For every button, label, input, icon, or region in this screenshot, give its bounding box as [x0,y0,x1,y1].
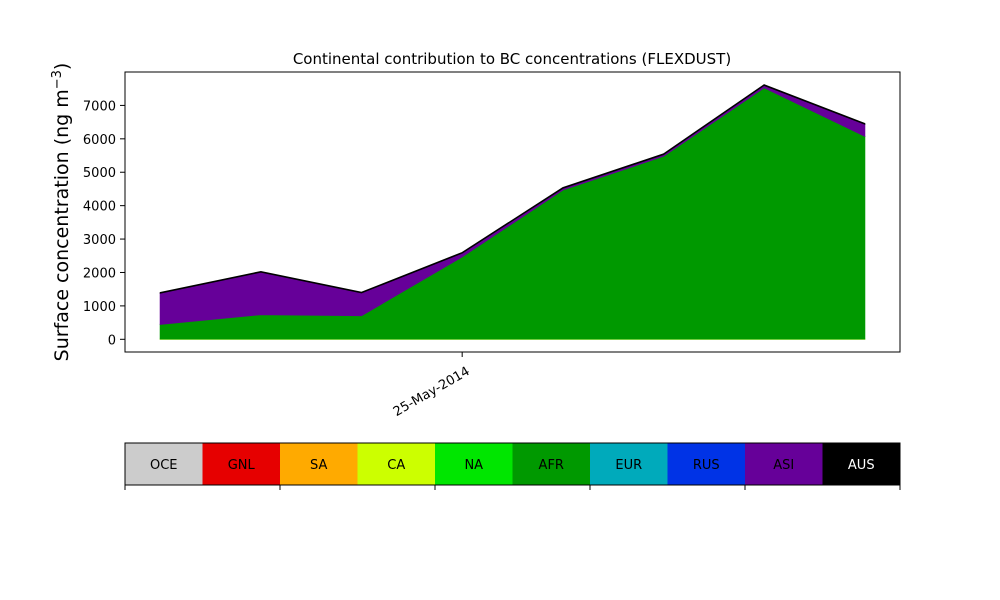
legend-swatch-gnl [202,443,281,485]
legend-label-sa: SA [310,458,327,473]
legend-swatch-ca [357,443,436,485]
area-layers [159,84,866,340]
y-tick-label: 5000 [83,166,116,181]
y-tick-label: 6000 [83,133,116,148]
y-axis-label: Surface concentration (ng m−3) [50,63,74,362]
legend-swatch-rus [667,443,746,485]
legend-label-afr: AFR [539,458,564,473]
legend-label-gnl: GNL [228,458,256,473]
legend-swatch-sa [280,443,358,485]
legend-swatch-oce [125,443,203,485]
legend-label-na: NA [464,458,483,473]
legend-label-ca: CA [387,458,405,473]
y-tick-label: 3000 [83,233,116,248]
legend-swatch-asi [745,443,823,485]
y-tick-label: 7000 [83,99,116,114]
chart-title: Continental contribution to BC concentra… [293,50,731,68]
x-tick-label: 25-May-2014 [391,364,473,420]
legend-swatch-aus [822,443,901,485]
plot-frame [124,71,901,353]
y-tick-label: 2000 [83,266,116,281]
legend-label-eur: EUR [615,458,642,473]
legend-swatch-afr [512,443,591,485]
legend-label-asi: ASI [773,458,794,473]
colorbar-legend: OCE GNL SA CA NA AFR EUR RUS ASI AUS [124,442,901,490]
area-aus [159,84,866,294]
legend-label-aus: AUS [848,458,875,473]
y-axis: 0 1000 2000 3000 4000 5000 6000 7000 [83,99,125,348]
y-tick-label: 0 [108,333,116,348]
y-tick-label: 4000 [83,200,116,215]
legend-frame [124,442,901,486]
legend-label-oce: OCE [150,458,178,473]
legend-swatch-na [435,443,513,485]
legend-label-rus: RUS [693,458,720,473]
y-tick-label: 1000 [83,300,116,315]
legend-swatch-eur [590,443,668,485]
x-axis: 25-May-2014 [391,352,473,420]
